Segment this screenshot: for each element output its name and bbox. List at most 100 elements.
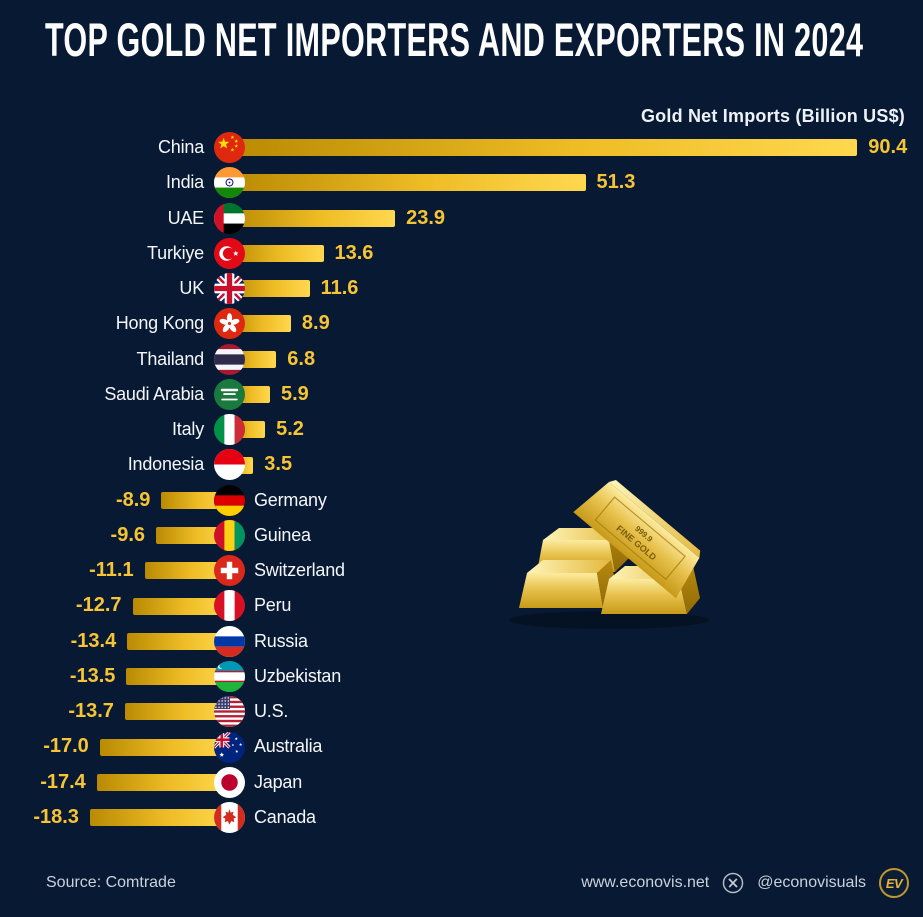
saudi-arabia-flag-icon: [213, 378, 245, 410]
website-url: www.econovis.net: [581, 874, 710, 891]
chart-row-indonesia: Indonesia 3.5: [0, 447, 923, 482]
country-label-turkiye: Turkiye: [147, 242, 204, 263]
econovis-logo: EV: [879, 868, 909, 898]
bar-germany: [161, 491, 229, 509]
chart-row-uae: UAE 23.9: [0, 201, 923, 236]
country-label-switzerland: Switzerland: [254, 560, 345, 581]
chart-row-canada: Canada -18.3: [0, 800, 923, 835]
country-label-thailand: Thailand: [136, 348, 205, 369]
country-label-saudi-arabia: Saudi Arabia: [104, 383, 204, 404]
chart-row-peru: Peru -12.7: [0, 588, 923, 623]
country-label-hong-kong: Hong Kong: [115, 313, 204, 334]
bar-guinea: [156, 527, 229, 545]
value-label-switzerland: -11.1: [89, 559, 134, 582]
china-flag-icon: [213, 132, 245, 164]
chart-row-saudi-arabia: Saudi Arabia 5.9: [0, 377, 923, 412]
country-label-uzbekistan: Uzbekistan: [254, 665, 342, 686]
value-label-australia: -17.0: [43, 735, 89, 758]
page-title: TOP GOLD NET IMPORTERS AND EXPORTERS IN …: [45, 13, 864, 66]
country-label-indonesia: Indonesia: [127, 454, 204, 475]
value-label-u-s-: -13.7: [68, 700, 114, 723]
x-twitter-icon: [722, 872, 744, 894]
chart-row-guinea: Guinea -9.6: [0, 518, 923, 553]
value-label-russia: -13.4: [70, 629, 117, 652]
bar-canada: [89, 809, 229, 827]
chart-row-u-s-: U.S. -13.7: [0, 694, 923, 729]
country-label-peru: Peru: [254, 595, 292, 616]
country-label-uae: UAE: [167, 207, 205, 228]
value-label-uzbekistan: -13.5: [69, 664, 116, 687]
country-label-canada: Canada: [254, 806, 316, 827]
chart-row-uzbekistan: Uzbekistan -13.5: [0, 659, 923, 694]
australia-flag-icon: [213, 731, 245, 763]
chart-row-thailand: Thailand 6.8: [0, 342, 923, 377]
value-label-turkiye: 13.6: [334, 241, 374, 264]
value-label-uk: 11.6: [320, 277, 359, 300]
country-label-india: India: [165, 172, 204, 193]
value-label-indonesia: 3.5: [264, 453, 293, 476]
country-label-china: China: [157, 137, 204, 157]
social-handle: @econovisuals: [757, 874, 866, 891]
bar-peru: [132, 597, 229, 615]
source-credit: Source: Comtrade: [46, 874, 176, 891]
bar-china: [229, 139, 858, 157]
bar-india: [229, 174, 586, 192]
country-label-u-s-: U.S.: [254, 701, 289, 722]
thailand-flag-icon: [213, 343, 245, 375]
uae-flag-icon: [213, 202, 245, 234]
bar-u-s-: [124, 703, 229, 721]
u-s--flag-icon: [213, 696, 245, 728]
country-label-australia: Australia: [254, 736, 323, 757]
value-label-china: 90.4: [868, 136, 908, 158]
bar-australia: [99, 738, 229, 756]
chart-row-hong-kong: Hong Kong 8.9: [0, 306, 923, 341]
indonesia-flag-icon: [213, 449, 245, 481]
value-label-peru: -12.7: [75, 594, 122, 617]
india-flag-icon: [213, 167, 245, 199]
bar-hong-kong: [229, 315, 291, 333]
chart-row-turkiye: Turkiye 13.6: [0, 236, 923, 271]
value-label-saudi-arabia: 5.9: [281, 382, 309, 405]
country-label-uk: UK: [179, 278, 204, 299]
germany-flag-icon: [213, 484, 245, 516]
value-label-hong-kong: 8.9: [301, 312, 330, 335]
bar-uae: [229, 209, 396, 227]
value-label-germany: -8.9: [115, 488, 151, 511]
value-label-japan: -17.4: [40, 770, 86, 793]
switzerland-flag-icon: [213, 555, 245, 587]
value-label-thailand: 6.8: [287, 347, 316, 370]
peru-flag-icon: [213, 590, 245, 622]
country-label-guinea: Guinea: [254, 524, 311, 545]
country-label-russia: Russia: [254, 630, 308, 651]
bar-japan: [96, 773, 229, 791]
footer-brand-row: www.econovis.net @econovisuals EV: [581, 867, 909, 899]
country-label-germany: Germany: [254, 489, 327, 510]
chart-row-russia: Russia -13.4: [0, 624, 923, 659]
bar-uzbekistan: [126, 668, 229, 686]
japan-flag-icon: [213, 766, 245, 798]
value-label-guinea: -9.6: [110, 523, 145, 546]
bar-russia: [127, 632, 229, 650]
gold-bars-illustration: 999.9 FINE GOLD: [509, 479, 709, 629]
canada-flag-icon: [213, 802, 245, 834]
chart-row-uk: UK 11.6: [0, 271, 923, 306]
chart-row-germany: Germany -8.9: [0, 483, 923, 518]
russia-flag-icon: [213, 625, 245, 657]
chart-row-china: China 90.4: [0, 130, 923, 165]
italy-flag-icon: [213, 414, 245, 446]
uzbekistan-flag-icon: [213, 660, 245, 692]
uk-flag-icon: [213, 273, 245, 305]
bar-uk: [229, 280, 310, 298]
chart-row-switzerland: Switzerland -11.1: [0, 553, 923, 588]
hong-kong-flag-icon: [213, 308, 245, 340]
chart-row-india: India 51.3: [0, 165, 923, 200]
leaning-gold-bar: 999.9 FINE GOLD: [573, 479, 701, 599]
value-label-italy: 5.2: [276, 418, 304, 441]
chart-row-japan: Japan -17.4: [0, 765, 923, 800]
turkiye-flag-icon: [213, 237, 245, 269]
chart-row-italy: Italy 5.2: [0, 412, 923, 447]
country-label-japan: Japan: [254, 771, 303, 792]
value-label-india: 51.3: [596, 171, 636, 194]
country-label-italy: Italy: [171, 419, 204, 440]
bar-turkiye: [229, 244, 324, 262]
